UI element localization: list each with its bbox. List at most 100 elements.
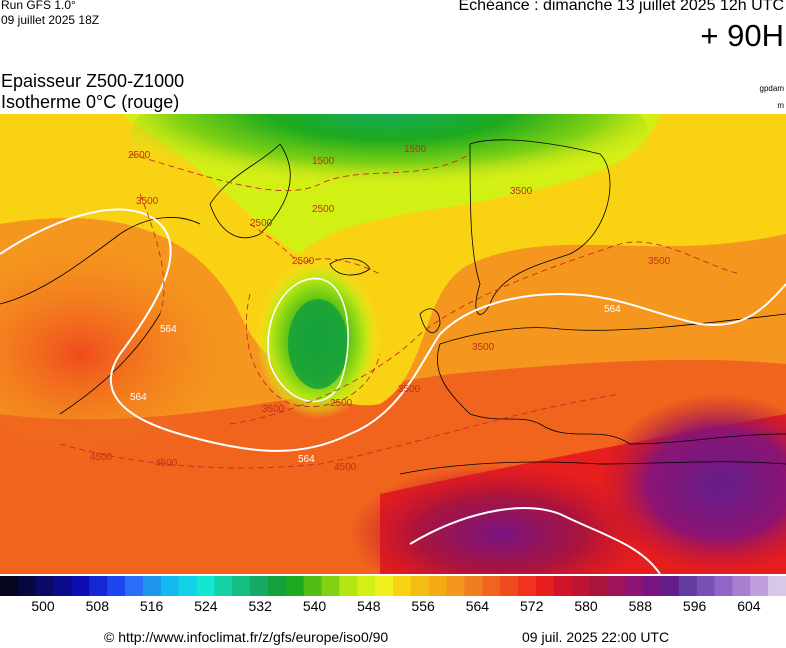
unit-gpdam: gpdam	[759, 84, 784, 93]
field-sahara-max	[350, 464, 650, 574]
label-2500-a: 2500	[128, 150, 151, 161]
contour-low-closed	[267, 277, 349, 403]
color-swatch	[553, 576, 573, 596]
color-swatch	[214, 576, 233, 596]
color-swatch	[446, 576, 465, 596]
color-swatch	[339, 576, 358, 596]
color-swatch	[89, 576, 108, 596]
color-swatch	[393, 576, 412, 596]
color-swatch	[71, 576, 90, 596]
color-scale-label: 524	[194, 598, 218, 614]
color-scale-label: 596	[682, 598, 707, 614]
field-eastern-max	[600, 394, 786, 574]
isotherm-2500-low	[245, 293, 381, 407]
color-scale-label: 540	[302, 598, 327, 614]
field-cool-band	[0, 114, 786, 406]
unit-m: m	[777, 101, 784, 110]
color-swatch	[321, 576, 340, 596]
color-swatch	[303, 576, 323, 596]
isotherm-lines	[59, 153, 741, 469]
color-scale-labels: 500 508 516 524 532 540 548 556 564 572 580 588 596 6…	[0, 598, 786, 618]
coast-greenland	[209, 143, 291, 239]
color-swatch	[232, 576, 251, 596]
color-scale-label: 548	[357, 598, 381, 614]
color-swatch	[160, 576, 180, 596]
color-scale-label: 580	[574, 598, 598, 614]
color-swatch	[357, 576, 376, 596]
label-4500-b: 4500	[155, 458, 178, 469]
coast-scandinavia	[469, 139, 611, 315]
label-3500-a: 3500	[136, 196, 159, 207]
label-2500-c: 2500	[312, 204, 335, 215]
isotherm-2500-north	[129, 153, 471, 191]
color-scale-label: 516	[139, 598, 164, 614]
source-url: © http://www.infoclimat.fr/z/gfs/europe/…	[104, 629, 389, 645]
coast-north-america	[0, 217, 201, 415]
color-swatch	[0, 576, 19, 596]
color-scale-label: 564	[465, 598, 490, 614]
label-4500-c: 4500	[334, 462, 357, 473]
color-swatch	[714, 576, 733, 596]
coastlines	[0, 139, 786, 475]
color-swatch	[17, 576, 37, 596]
color-swatch	[750, 576, 769, 596]
label-2500-d: 2500	[292, 256, 315, 267]
color-swatch	[696, 576, 716, 596]
color-swatch	[285, 576, 305, 596]
color-swatch	[535, 576, 555, 596]
color-swatch	[678, 576, 698, 596]
color-swatch	[660, 576, 680, 596]
color-scale-label: 508	[85, 598, 109, 614]
field-arctic-low	[130, 114, 650, 204]
label-3500-c: 3500	[648, 256, 671, 267]
coast-europe	[436, 313, 786, 445]
run-title: Run GFS 1.0°	[1, 0, 76, 12]
label-1500-a: 1500	[312, 156, 335, 167]
color-swatch	[375, 576, 394, 596]
isotherm-2500-mid	[249, 223, 381, 275]
color-swatch	[178, 576, 197, 596]
label-4500-a: 4500	[90, 452, 113, 463]
color-swatch	[589, 576, 608, 596]
color-swatch	[625, 576, 644, 596]
color-swatch	[518, 576, 537, 596]
coast-north-africa	[399, 461, 786, 475]
label-3500-b: 3500	[510, 186, 533, 197]
color-scale-label: 532	[248, 598, 272, 614]
color-swatch	[571, 576, 590, 596]
coast-iceland	[329, 258, 371, 276]
label-564-west: 564	[160, 324, 177, 335]
color-swatch	[267, 576, 287, 596]
color-swatch	[768, 576, 786, 596]
color-scale-label: 500	[31, 598, 55, 614]
color-swatch	[410, 576, 430, 596]
color-swatch	[250, 576, 269, 596]
color-scale	[0, 576, 786, 596]
parameter-subtitle: Isotherme 0°C (rouge)	[1, 92, 180, 112]
field-atlantic-warm	[0, 244, 230, 464]
color-swatch	[142, 576, 162, 596]
color-scale-label: 572	[520, 598, 544, 614]
color-scale-label: 588	[628, 598, 652, 614]
color-swatch	[464, 576, 483, 596]
coast-british-isles	[419, 308, 441, 334]
color-swatch	[428, 576, 448, 596]
label-3500-e: 3500	[262, 404, 285, 415]
label-2500-b: 2500	[250, 218, 273, 229]
parameter-title: Epaisseur Z500-Z1000	[1, 71, 185, 91]
run-date: 09 juillet 2025 18Z	[1, 13, 100, 27]
color-swatch	[607, 576, 626, 596]
color-swatch	[643, 576, 662, 596]
isotherm-3500	[139, 193, 741, 425]
isotherm-4500	[59, 393, 621, 469]
color-swatch	[107, 576, 126, 596]
label-564-sw: 564	[130, 392, 147, 403]
color-swatch	[53, 576, 72, 596]
color-swatch	[732, 576, 751, 596]
color-swatch	[500, 576, 519, 596]
color-scale-label: 556	[411, 598, 435, 614]
contour-564	[0, 208, 786, 452]
color-swatch	[125, 576, 144, 596]
color-swatch	[482, 576, 501, 596]
thickness-map: 564 564 564 564 2500 2500 2500 2500 2500…	[0, 114, 786, 574]
